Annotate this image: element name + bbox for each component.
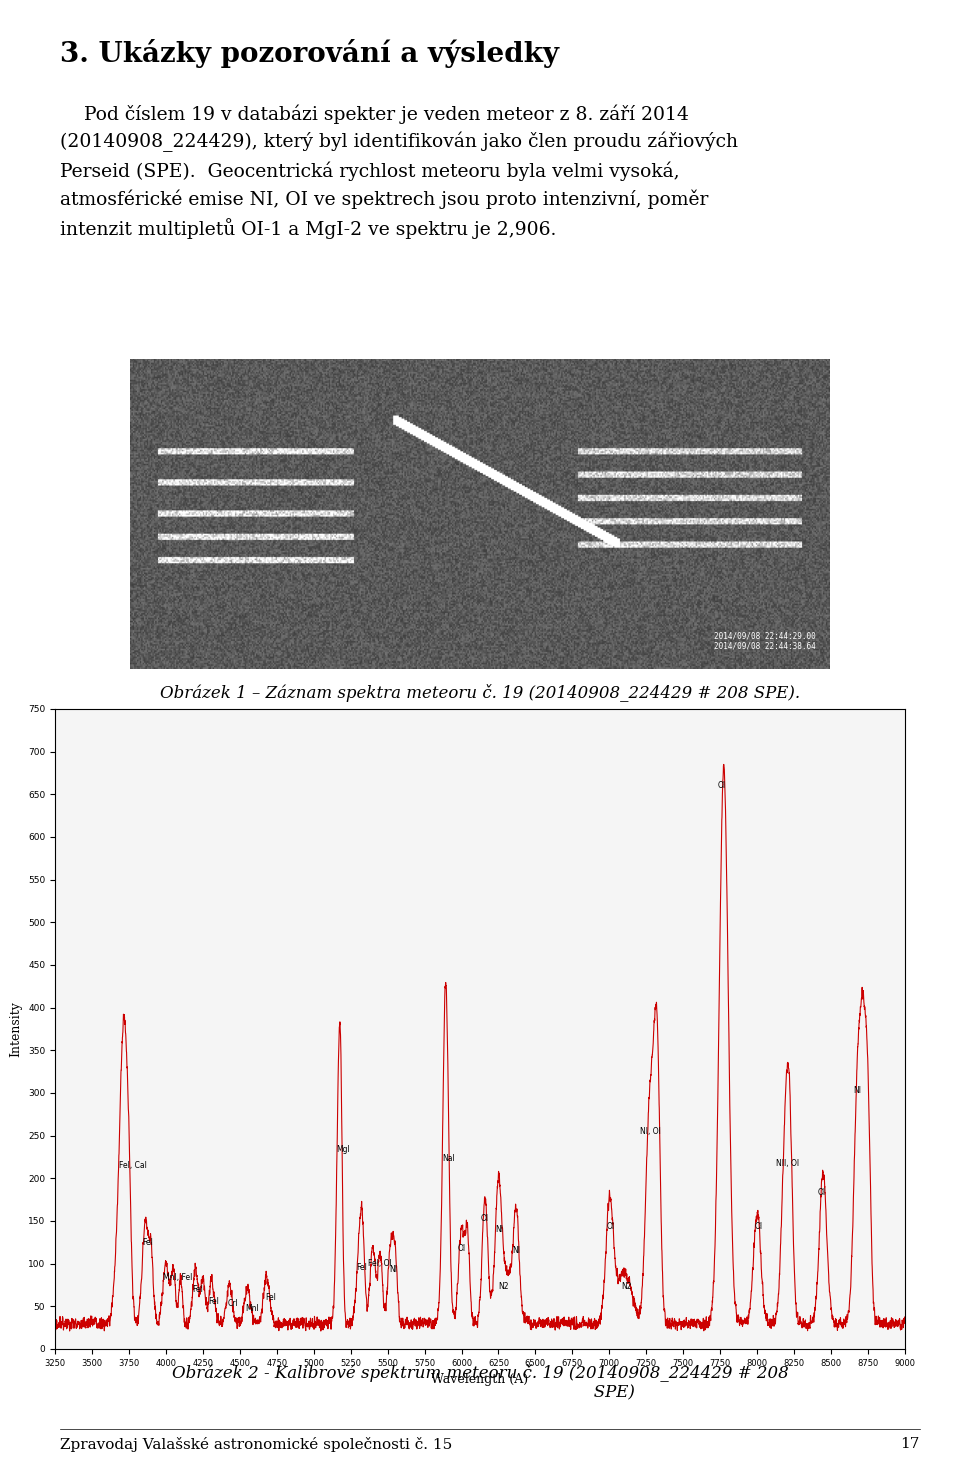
Text: FeI: FeI bbox=[356, 1263, 368, 1272]
X-axis label: Wavelength (A): Wavelength (A) bbox=[431, 1373, 529, 1386]
Text: N2: N2 bbox=[498, 1282, 509, 1291]
Text: NII, OI: NII, OI bbox=[777, 1158, 800, 1169]
Text: OI: OI bbox=[481, 1214, 489, 1223]
Text: 3. Ukázky pozorování a výsledky: 3. Ukázky pozorování a výsledky bbox=[60, 39, 559, 69]
Text: NI, OI: NI, OI bbox=[640, 1126, 661, 1135]
Text: OI: OI bbox=[818, 1188, 826, 1196]
Text: Zpravodaj Valašské astronomické společnosti č. 15: Zpravodaj Valašské astronomické společno… bbox=[60, 1437, 452, 1452]
Text: OI: OI bbox=[717, 781, 726, 791]
Text: Pod číslem 19 v databázi spekter je veden meteor z 8. září 2014
(20140908_224429: Pod číslem 19 v databázi spekter je vede… bbox=[60, 104, 738, 239]
Y-axis label: Intensity: Intensity bbox=[10, 1001, 22, 1056]
Text: NI: NI bbox=[853, 1085, 861, 1094]
Text: NI: NI bbox=[389, 1265, 397, 1274]
Text: 17: 17 bbox=[900, 1437, 920, 1452]
Text: Obrázek 1 – Záznam spektra meteoru č. 19 (20140908_224429 # 208 SPE).: Obrázek 1 – Záznam spektra meteoru č. 19… bbox=[160, 684, 800, 702]
Text: FeI, OI: FeI, OI bbox=[369, 1259, 392, 1268]
Text: OI: OI bbox=[607, 1223, 614, 1231]
Text: FeI: FeI bbox=[192, 1284, 204, 1294]
Text: FeI: FeI bbox=[265, 1293, 276, 1301]
Text: FeI, CaI: FeI, CaI bbox=[119, 1161, 147, 1170]
Text: FeI: FeI bbox=[208, 1297, 220, 1306]
Text: CrI: CrI bbox=[228, 1299, 239, 1309]
Text: MnI, FeI: MnI, FeI bbox=[163, 1274, 192, 1282]
Text: 2014/09/08 22:44:29.00
2014/09/08 22:44:38.64: 2014/09/08 22:44:29.00 2014/09/08 22:44:… bbox=[714, 630, 816, 651]
Text: OI: OI bbox=[755, 1223, 762, 1231]
Text: MnI: MnI bbox=[246, 1304, 259, 1313]
Text: Obrázek 2 - Kalibrové spektrum meteoru č. 19 (20140908_224429 # 208
            : Obrázek 2 - Kalibrové spektrum meteoru č… bbox=[172, 1364, 788, 1402]
Text: OI: OI bbox=[458, 1245, 466, 1253]
Text: N2: N2 bbox=[621, 1282, 632, 1291]
Text: FeI: FeI bbox=[142, 1237, 153, 1246]
Text: NI: NI bbox=[495, 1224, 504, 1234]
Text: MgI: MgI bbox=[337, 1145, 350, 1154]
Text: NI: NI bbox=[513, 1246, 520, 1255]
Text: NaI: NaI bbox=[443, 1154, 455, 1163]
